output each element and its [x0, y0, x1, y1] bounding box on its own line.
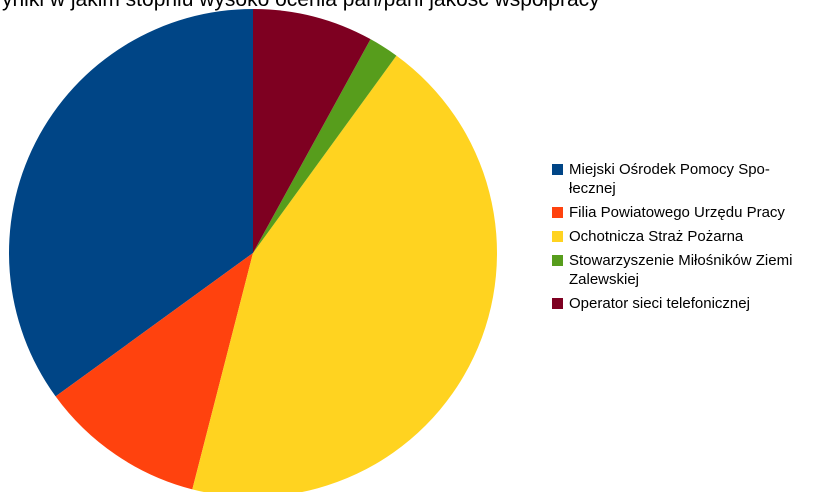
legend-label: Stowarzyszenie Miłośników Ziemi Zalewski…	[569, 252, 793, 288]
pie-slice	[8, 9, 253, 397]
legend-label: Ochotnicza Straż Pożarna	[569, 228, 744, 245]
legend-item: Operator sieci telefonicznej	[552, 294, 827, 313]
pie-slice	[253, 39, 397, 254]
legend-swatch	[552, 231, 563, 242]
legend-swatch	[552, 298, 563, 309]
legend-label: Miejski Ośrodek Pomocy Spo-łecznej	[569, 161, 770, 197]
legend-label: Filia Powiatowego Urzędu Pracy	[569, 204, 785, 221]
chart-title-partial: yniki w jakim stopniu wysoko ocenia pan/…	[0, 0, 835, 12]
pie-slice	[55, 253, 253, 490]
legend-item: Stowarzyszenie Miłośników Ziemi Zalewski…	[552, 251, 827, 289]
legend-swatch	[552, 207, 563, 218]
legend: Miejski Ośrodek Pomocy Spo-łecznej Filia…	[552, 160, 827, 318]
legend-item: Miejski Ośrodek Pomocy Spo-łecznej	[552, 160, 827, 198]
pie-slice	[253, 9, 371, 253]
pie-slice	[192, 55, 497, 492]
legend-item: Ochotnicza Straż Pożarna	[552, 227, 827, 246]
legend-item: Filia Powiatowego Urzędu Pracy	[552, 203, 827, 222]
legend-swatch	[552, 164, 563, 175]
legend-label: Operator sieci telefonicznej	[569, 295, 750, 312]
legend-swatch	[552, 255, 563, 266]
